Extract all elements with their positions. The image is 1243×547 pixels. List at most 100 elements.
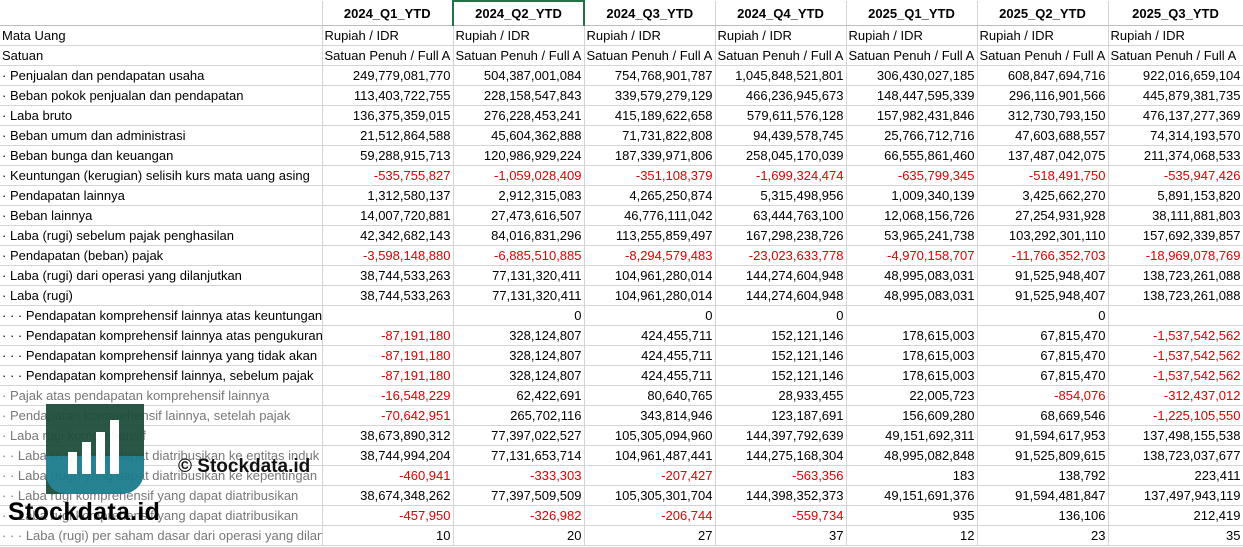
value-cell[interactable] xyxy=(846,305,978,326)
value-cell[interactable]: 38,744,533,263 xyxy=(322,265,454,286)
row-label-cell[interactable]: · Pendapatan komprehensif lainnya, setel… xyxy=(0,405,323,426)
value-cell[interactable]: 424,455,711 xyxy=(584,345,716,366)
value-cell[interactable]: 138,792 xyxy=(977,465,1109,486)
value-cell[interactable]: 62,422,691 xyxy=(453,385,585,406)
value-cell[interactable]: Satuan Penuh / Full A xyxy=(322,45,454,66)
value-cell[interactable]: 67,815,470 xyxy=(977,365,1109,386)
value-cell[interactable]: -3,598,148,880 xyxy=(322,245,454,266)
value-cell[interactable]: 91,525,809,615 xyxy=(977,445,1109,466)
value-cell[interactable]: 424,455,711 xyxy=(584,325,716,346)
value-cell[interactable]: 63,444,763,100 xyxy=(715,205,847,226)
value-cell[interactable]: Satuan Penuh / Full A xyxy=(453,45,585,66)
value-cell[interactable]: Rupiah / IDR xyxy=(715,25,847,46)
value-cell[interactable]: 504,387,001,084 xyxy=(453,65,585,86)
value-cell[interactable]: 47,603,688,557 xyxy=(977,125,1109,146)
row-label-cell[interactable]: · Laba (rugi) xyxy=(0,285,323,306)
value-cell[interactable]: -559,734 xyxy=(715,505,847,526)
value-cell[interactable]: 4,265,250,874 xyxy=(584,185,716,206)
value-cell[interactable]: 228,158,547,843 xyxy=(453,85,585,106)
value-cell[interactable]: 0 xyxy=(584,305,716,326)
value-cell[interactable]: 2,912,315,083 xyxy=(453,185,585,206)
value-cell[interactable]: 71,731,822,808 xyxy=(584,125,716,146)
value-cell[interactable]: Rupiah / IDR xyxy=(846,25,978,46)
value-cell[interactable]: 113,255,859,497 xyxy=(584,225,716,246)
value-cell[interactable]: 67,815,470 xyxy=(977,345,1109,366)
value-cell[interactable]: -333,303 xyxy=(453,465,585,486)
header-cell-period[interactable]: 2024_Q2_YTD xyxy=(452,0,585,26)
value-cell[interactable]: 25,766,712,716 xyxy=(846,125,978,146)
value-cell[interactable]: 1,045,848,521,801 xyxy=(715,65,847,86)
value-cell[interactable]: 38,111,881,803 xyxy=(1108,205,1243,226)
value-cell[interactable]: 138,723,037,677 xyxy=(1108,445,1243,466)
row-label-cell[interactable]: · · · Pendapatan komprehensif lainnya, s… xyxy=(0,365,323,386)
row-label-cell[interactable]: · · · Pendapatan komprehensif lainnya at… xyxy=(0,325,323,346)
value-cell[interactable]: -87,191,180 xyxy=(322,325,454,346)
value-cell[interactable]: 105,305,094,960 xyxy=(584,425,716,446)
value-cell[interactable]: 91,594,481,847 xyxy=(977,485,1109,506)
value-cell[interactable]: 306,430,027,185 xyxy=(846,65,978,86)
row-label-cell[interactable]: · Laba rugi komprehensif xyxy=(0,425,323,446)
value-cell[interactable]: 104,961,280,014 xyxy=(584,285,716,306)
value-cell[interactable]: 103,292,301,110 xyxy=(977,225,1109,246)
value-cell[interactable]: 328,124,807 xyxy=(453,325,585,346)
value-cell[interactable]: 167,298,238,726 xyxy=(715,225,847,246)
row-label-cell[interactable]: · · Laba (rugi) yang dapat diatribusikan… xyxy=(0,445,323,466)
value-cell[interactable]: 1,312,580,137 xyxy=(322,185,454,206)
value-cell[interactable]: 138,723,261,088 xyxy=(1108,285,1243,306)
value-cell[interactable]: 77,397,509,509 xyxy=(453,485,585,506)
value-cell[interactable]: 104,961,280,014 xyxy=(584,265,716,286)
value-cell[interactable]: Rupiah / IDR xyxy=(322,25,454,46)
header-cell-period[interactable]: 2025_Q2_YTD xyxy=(977,1,1109,26)
value-cell[interactable]: -11,766,352,703 xyxy=(977,245,1109,266)
value-cell[interactable]: 144,397,792,639 xyxy=(715,425,847,446)
row-label-cell[interactable]: · Beban pokok penjualan dan pendapatan xyxy=(0,85,323,106)
value-cell[interactable]: 0 xyxy=(453,305,585,326)
value-cell[interactable]: -1,225,105,550 xyxy=(1108,405,1243,426)
value-cell[interactable]: 152,121,146 xyxy=(715,345,847,366)
value-cell[interactable]: 476,137,277,369 xyxy=(1108,105,1243,126)
value-cell[interactable]: 38,674,348,262 xyxy=(322,485,454,506)
value-cell[interactable]: 49,151,691,376 xyxy=(846,485,978,506)
value-cell[interactable]: 137,497,943,119 xyxy=(1108,485,1243,506)
value-cell[interactable]: -535,755,827 xyxy=(322,165,454,186)
value-cell[interactable]: 123,187,691 xyxy=(715,405,847,426)
value-cell[interactable]: -563,356 xyxy=(715,465,847,486)
value-cell[interactable]: 296,116,901,566 xyxy=(977,85,1109,106)
value-cell[interactable]: -351,108,379 xyxy=(584,165,716,186)
value-cell[interactable]: 136,375,359,015 xyxy=(322,105,454,126)
row-label-cell[interactable]: · · · Laba (rugi) per saham dasar dari o… xyxy=(0,525,323,546)
value-cell[interactable]: -1,699,324,474 xyxy=(715,165,847,186)
value-cell[interactable]: -6,885,510,885 xyxy=(453,245,585,266)
value-cell[interactable]: 27,254,931,928 xyxy=(977,205,1109,226)
value-cell[interactable]: 137,498,155,538 xyxy=(1108,425,1243,446)
value-cell[interactable]: 104,961,487,441 xyxy=(584,445,716,466)
value-cell[interactable]: 66,555,861,460 xyxy=(846,145,978,166)
value-cell[interactable]: Satuan Penuh / Full A xyxy=(1108,45,1243,66)
value-cell[interactable]: -87,191,180 xyxy=(322,345,454,366)
value-cell[interactable]: 38,744,533,263 xyxy=(322,285,454,306)
row-label-cell[interactable]: · · · Pendapatan komprehensif lainnya ya… xyxy=(0,345,323,366)
value-cell[interactable]: 28,933,455 xyxy=(715,385,847,406)
value-cell[interactable]: 48,995,083,031 xyxy=(846,285,978,306)
value-cell[interactable]: 46,776,111,042 xyxy=(584,205,716,226)
value-cell[interactable]: 156,609,280 xyxy=(846,405,978,426)
value-cell[interactable]: 339,579,279,129 xyxy=(584,85,716,106)
value-cell[interactable]: 178,615,003 xyxy=(846,365,978,386)
row-label-cell[interactable]: · Penjualan dan pendapatan usaha xyxy=(0,65,323,86)
value-cell[interactable]: 27,473,616,507 xyxy=(453,205,585,226)
value-cell[interactable]: 12,068,156,726 xyxy=(846,205,978,226)
value-cell[interactable]: 144,398,352,373 xyxy=(715,485,847,506)
value-cell[interactable]: 144,274,604,948 xyxy=(715,265,847,286)
value-cell[interactable]: 152,121,146 xyxy=(715,365,847,386)
value-cell[interactable]: 328,124,807 xyxy=(453,345,585,366)
row-label-cell[interactable]: · Beban bunga dan keuangan xyxy=(0,145,323,166)
row-label-cell[interactable]: · · Laba rugi komprehensif yang dapat di… xyxy=(0,505,323,526)
value-cell[interactable]: 187,339,971,806 xyxy=(584,145,716,166)
value-cell[interactable]: -207,427 xyxy=(584,465,716,486)
value-cell[interactable]: 137,487,042,075 xyxy=(977,145,1109,166)
value-cell[interactable]: 77,131,320,411 xyxy=(453,265,585,286)
row-label-cell[interactable]: · Beban umum dan administrasi xyxy=(0,125,323,146)
value-cell[interactable]: 77,131,320,411 xyxy=(453,285,585,306)
value-cell[interactable]: 77,397,022,527 xyxy=(453,425,585,446)
value-cell[interactable]: 80,640,765 xyxy=(584,385,716,406)
